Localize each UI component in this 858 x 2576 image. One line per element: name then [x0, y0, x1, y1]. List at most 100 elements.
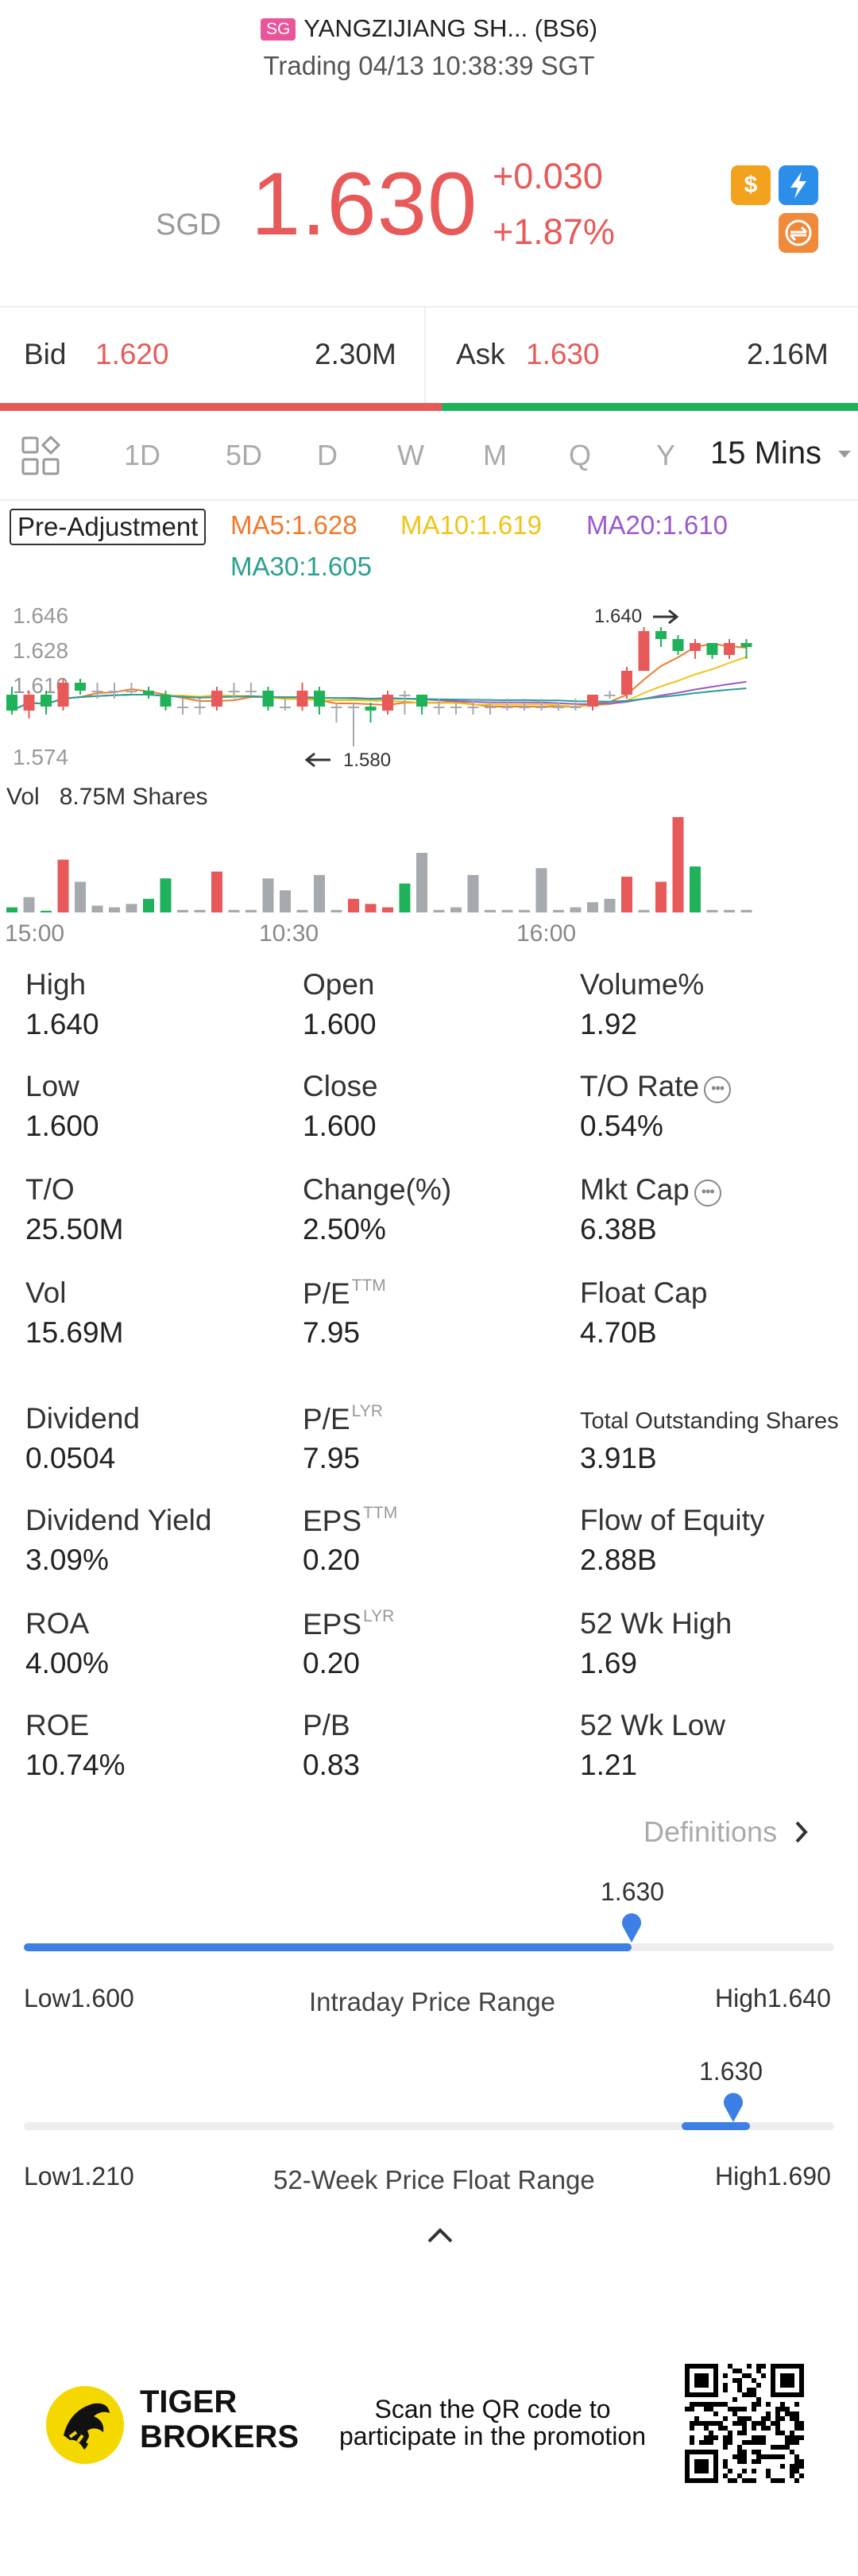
- qr-code[interactable]: [685, 2364, 804, 2483]
- qr-module: [780, 2478, 785, 2483]
- qr-module: [699, 2421, 704, 2426]
- stat-label-text: Low: [25, 1070, 79, 1102]
- tab-w[interactable]: W: [397, 439, 424, 471]
- qr-module: [723, 2445, 728, 2450]
- stat-value: 7.95: [303, 1442, 361, 1474]
- candle-body: [348, 707, 359, 708]
- stat-label-text: Float Cap: [580, 1276, 708, 1309]
- volume-bar: [143, 898, 154, 912]
- qr-module: [794, 2478, 799, 2483]
- qr-module: [794, 2426, 799, 2431]
- trading-status: Trading 04/13 10:38:39 SGT: [263, 51, 595, 80]
- candle-body: [621, 671, 632, 695]
- stat-value: 3.91B: [580, 1442, 657, 1474]
- qr-module: [790, 2450, 794, 2454]
- qr-module: [723, 2440, 728, 2445]
- qr-module: [723, 2388, 728, 2392]
- bid-ask-panel: Bid 1.620 2.30M Ask 1.630 2.16M: [0, 306, 858, 411]
- volume-chart[interactable]: [0, 803, 858, 919]
- tab-y[interactable]: Y: [656, 439, 676, 471]
- bid-bar: [0, 403, 442, 411]
- tab-d[interactable]: D: [317, 439, 338, 471]
- chevron-up-icon[interactable]: [426, 2225, 454, 2245]
- qr-module: [794, 2464, 799, 2469]
- stat-label: 52 Wk High: [580, 1607, 732, 1641]
- chevron-down-icon[interactable]: [837, 450, 852, 459]
- volume-bar: [570, 907, 582, 912]
- qr-module: [794, 2402, 799, 2407]
- qr-module: [742, 2431, 747, 2435]
- qr-module: [766, 2426, 771, 2431]
- qr-module: [737, 2473, 742, 2478]
- qr-module: [752, 2392, 756, 2397]
- qr-module: [713, 2435, 718, 2440]
- candle-body: [433, 707, 445, 708]
- qr-module: [780, 2407, 785, 2411]
- stat-value: 0.20: [303, 1544, 361, 1576]
- stat-label-text: Close: [303, 1070, 378, 1102]
- qr-module: [756, 2369, 761, 2373]
- qr-module: [737, 2383, 742, 2388]
- qr-module: [728, 2407, 732, 2411]
- tab-q[interactable]: Q: [569, 439, 592, 471]
- qr-module: [723, 2373, 728, 2378]
- volume-bar: [314, 874, 325, 912]
- x-axis-label: 10:30: [259, 920, 319, 947]
- qr-module: [775, 2426, 780, 2431]
- qr-module: [756, 2421, 761, 2426]
- stat-label: Total Outstanding Shares: [580, 1408, 839, 1435]
- promo-text: Scan the QR code to participate in the p…: [326, 2396, 659, 2450]
- layout-grid-icon[interactable]: [21, 436, 62, 477]
- qr-module: [709, 2421, 713, 2426]
- stat-label: Mkt Cap •••: [580, 1173, 721, 1207]
- stat-label-text: Volume%: [580, 968, 705, 1001]
- candle-body: [177, 707, 188, 708]
- definitions-link[interactable]: Definitions: [644, 1815, 810, 1849]
- tab-m[interactable]: M: [483, 439, 507, 471]
- qr-module: [785, 2440, 790, 2445]
- bid-ask-divider: [424, 308, 426, 403]
- more-info-icon[interactable]: •••: [704, 1076, 732, 1103]
- stat-label: High: [25, 968, 86, 1001]
- pre-adjustment-toggle[interactable]: Pre-Adjustment: [10, 509, 207, 545]
- tab-15-mins[interactable]: 15 Mins: [710, 436, 822, 471]
- candlestick-chart[interactable]: 1.646 1.628 1.610 1.574 1.640 1.580: [0, 588, 858, 779]
- qr-module: [699, 2440, 704, 2445]
- candle-body: [126, 691, 137, 692]
- qr-module: [794, 2469, 799, 2473]
- stat-label-text: T/O: [25, 1173, 75, 1206]
- tab-1d[interactable]: 1D: [124, 439, 161, 471]
- candle-body: [638, 631, 650, 671]
- dollar-icon[interactable]: $: [731, 165, 771, 205]
- qr-module: [728, 2478, 732, 2483]
- stat-label: Float Cap: [580, 1276, 707, 1310]
- qr-module: [752, 2469, 756, 2473]
- qr-module: [737, 2388, 742, 2392]
- ma20-label: MA20:1.610: [586, 510, 728, 540]
- promo-footer: TIGER BROKERS Scan the QR code to partic…: [0, 2345, 858, 2520]
- more-info-icon[interactable]: •••: [694, 1180, 721, 1207]
- volume-bar: [6, 907, 17, 912]
- candle-body: [91, 691, 103, 692]
- qr-module: [732, 2421, 737, 2426]
- stat-label: EPSTTM: [303, 1504, 397, 1538]
- qr-finder: [780, 2373, 794, 2388]
- volume-bar: [690, 866, 701, 912]
- stat-value: 2.88B: [580, 1544, 657, 1576]
- swap-icon[interactable]: [779, 213, 818, 253]
- stat-label-text: Dividend Yield: [25, 1504, 212, 1536]
- qr-module: [756, 2402, 761, 2407]
- qr-module: [799, 2421, 804, 2426]
- qr-module: [723, 2473, 728, 2478]
- tab-5d[interactable]: 5D: [226, 439, 263, 471]
- high-marker-arrow: [653, 609, 679, 625]
- qr-module: [756, 2435, 761, 2440]
- stat-value: 0.54%: [580, 1110, 663, 1142]
- bolt-icon[interactable]: [779, 165, 818, 205]
- qr-module: [761, 2426, 766, 2431]
- stat-value: 15.69M: [25, 1316, 124, 1349]
- qr-module: [704, 2407, 709, 2411]
- qr-module: [709, 2431, 713, 2435]
- qr-module: [737, 2416, 742, 2421]
- stat-label-text: ROA: [25, 1607, 90, 1640]
